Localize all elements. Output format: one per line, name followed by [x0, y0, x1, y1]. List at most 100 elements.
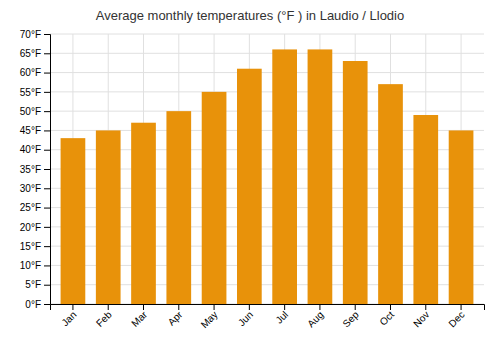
tick: 0°F — [25, 299, 50, 310]
grid-line — [50, 111, 484, 112]
tick-mark — [44, 92, 50, 93]
tick-mark — [249, 304, 250, 310]
tick-mark — [44, 73, 50, 74]
tick-label: 0°F — [25, 299, 41, 310]
tick: 15°F — [20, 241, 50, 252]
tick-label: Jul — [273, 309, 290, 326]
tick-mark — [44, 34, 50, 35]
chart: 0°F 5°F 10°F 15°F 20°F 25°F 30°F 35°F 40°F 45°F 50… — [0, 0, 500, 350]
tick: Aug — [305, 304, 325, 329]
grid-line — [50, 34, 484, 35]
tick: 60°F — [20, 67, 50, 78]
tick: Mar — [129, 304, 149, 329]
title: Average monthly temperatures (°F ) in La… — [96, 8, 404, 23]
tick-label: Oct — [377, 309, 396, 328]
tick: 25°F — [20, 202, 50, 213]
tick-mark — [178, 304, 179, 310]
tick: Jan — [59, 304, 78, 328]
tick-mark — [44, 285, 50, 286]
tick: Oct — [377, 304, 396, 328]
grid-line — [50, 91, 484, 92]
tick: 20°F — [20, 222, 50, 233]
tick: 65°F — [20, 48, 50, 59]
tick-label: 60°F — [20, 67, 41, 78]
tick: May — [199, 304, 220, 330]
tick-mark — [355, 304, 356, 310]
bar — [61, 138, 86, 304]
tick-label: 5°F — [25, 279, 41, 290]
tick-mark — [72, 304, 73, 310]
tick-label: Jun — [236, 309, 255, 328]
tick-label: 30°F — [20, 183, 41, 194]
tick-label: 70°F — [20, 29, 41, 40]
axis-line — [51, 305, 485, 311]
tick: Dec — [446, 304, 466, 329]
tick-label: 50°F — [20, 106, 41, 117]
tick-label: Jan — [59, 309, 78, 328]
tick: 50°F — [20, 106, 50, 117]
bar — [131, 123, 156, 304]
tick-label: 35°F — [20, 164, 41, 175]
bars — [61, 49, 474, 304]
tick-mark — [390, 304, 391, 310]
tick-label: 20°F — [20, 222, 41, 233]
tick-label: Dec — [446, 309, 466, 329]
tick: 40°F — [20, 144, 50, 155]
grid-line — [50, 72, 484, 73]
grid-line — [50, 53, 484, 54]
bar — [343, 61, 368, 304]
bar — [449, 130, 474, 304]
grid — [50, 34, 484, 304]
tick-label: Sep — [341, 309, 362, 330]
bar — [202, 92, 227, 304]
tick-mark — [44, 304, 50, 305]
tick-mark — [44, 130, 50, 131]
tick: Apr — [166, 304, 185, 328]
bar — [166, 111, 191, 304]
tick-mark — [44, 246, 50, 247]
tick: 55°F — [20, 87, 50, 98]
tick: 5°F — [25, 279, 50, 290]
tick: 70°F — [20, 29, 50, 40]
tick-label: 10°F — [20, 260, 41, 271]
tick-label: Nov — [411, 309, 431, 329]
tick-mark — [319, 304, 320, 310]
tick-label: May — [199, 309, 220, 330]
tick-label: 55°F — [20, 87, 41, 98]
tick: Sep — [341, 304, 362, 329]
y-axis: 0°F 5°F 10°F 15°F 20°F 25°F 30°F 35°F 40°F 45°F 50… — [20, 29, 51, 310]
bar — [413, 115, 438, 304]
bar — [308, 49, 333, 304]
tick-mark — [214, 304, 215, 310]
tick: 35°F — [20, 164, 50, 175]
tick-mark — [44, 265, 50, 266]
tick-label: Apr — [166, 308, 185, 327]
bar — [96, 130, 121, 304]
tick: Feb — [94, 304, 114, 329]
tick-mark — [44, 208, 50, 209]
tick: Nov — [411, 304, 431, 329]
tick-mark — [44, 53, 50, 54]
bar — [237, 69, 262, 304]
tick-label: Mar — [129, 308, 149, 328]
tick-mark — [284, 304, 285, 310]
tick: 30°F — [20, 183, 50, 194]
tick: Jun — [236, 304, 255, 328]
x-axis: Jan Feb Mar Apr May Jun Jul Aug Sep Oct Nov Dec — [51, 304, 485, 330]
tick-mark — [108, 304, 109, 310]
tick-label: 25°F — [20, 202, 41, 213]
tick-mark — [425, 304, 426, 310]
axis-line — [44, 35, 51, 305]
tick-mark — [461, 304, 462, 310]
tick-label: 45°F — [20, 125, 41, 136]
tick-label: Feb — [94, 309, 114, 329]
tick-label: 40°F — [20, 144, 41, 155]
tick-mark — [44, 150, 50, 151]
tick: Jul — [273, 304, 290, 326]
bar — [272, 49, 297, 304]
tick-mark — [44, 169, 50, 170]
tick-label: 15°F — [20, 241, 41, 252]
tick-mark — [143, 304, 144, 310]
tick: 45°F — [20, 125, 50, 136]
tick-mark — [44, 227, 50, 228]
